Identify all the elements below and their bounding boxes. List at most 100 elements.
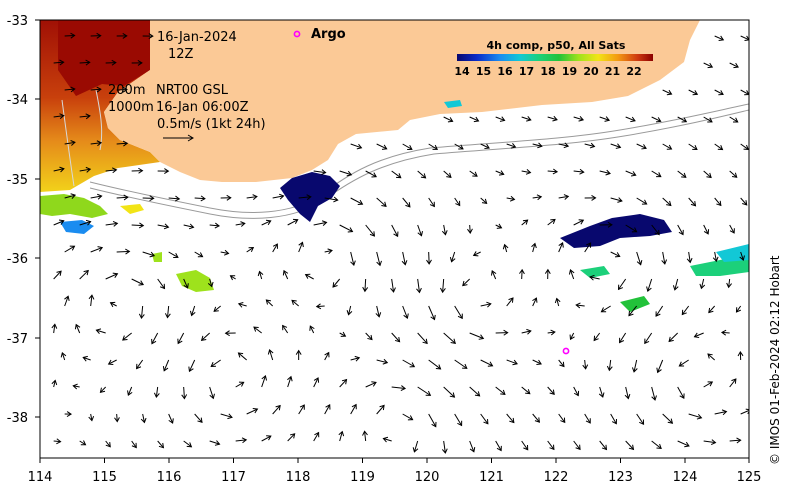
current-vector-head bbox=[60, 351, 67, 358]
current-vector bbox=[573, 116, 584, 121]
current-vector-head bbox=[486, 301, 492, 308]
current-vector-head bbox=[58, 219, 65, 225]
current-vector-head bbox=[51, 379, 58, 386]
current-vector bbox=[246, 247, 254, 253]
current-vector-head bbox=[207, 281, 214, 288]
current-vector bbox=[625, 116, 636, 122]
current-vector bbox=[740, 143, 749, 150]
current-vector-head bbox=[532, 297, 538, 303]
current-vector bbox=[157, 224, 169, 228]
current-vector bbox=[677, 440, 690, 447]
current-vector-head bbox=[97, 193, 103, 200]
current-vector-head bbox=[138, 313, 145, 320]
current-vector-head bbox=[340, 331, 347, 337]
current-vector bbox=[417, 278, 420, 293]
current-vector-head bbox=[267, 349, 274, 355]
current-vector bbox=[265, 299, 274, 307]
current-vector-head bbox=[367, 334, 373, 341]
current-vector bbox=[376, 359, 388, 364]
current-vector bbox=[573, 440, 581, 450]
current-vector-head bbox=[679, 393, 685, 399]
current-vector bbox=[428, 413, 437, 427]
current-vector-head bbox=[429, 201, 435, 208]
current-vector bbox=[209, 440, 220, 445]
current-vector-head bbox=[736, 437, 742, 444]
current-vector bbox=[188, 359, 196, 372]
current-vector-head bbox=[666, 144, 673, 150]
current-vector-head bbox=[656, 367, 662, 374]
current-vector-head bbox=[696, 413, 703, 420]
current-vector bbox=[473, 251, 481, 256]
current-vector bbox=[618, 278, 627, 290]
current-vector-head bbox=[703, 229, 710, 235]
current-vector-field bbox=[51, 32, 749, 454]
current-vector-head bbox=[131, 442, 137, 449]
current-vector-head bbox=[578, 115, 585, 122]
current-vector bbox=[454, 359, 468, 369]
current-vector bbox=[166, 305, 170, 318]
current-vector-head bbox=[83, 269, 89, 276]
current-vector bbox=[313, 432, 320, 442]
current-vector bbox=[210, 359, 221, 367]
current-vector-head bbox=[631, 227, 638, 233]
current-vector-head bbox=[536, 194, 543, 201]
current-vector-head bbox=[223, 249, 230, 256]
current-vector bbox=[365, 381, 377, 388]
sst-cold-eddy-east bbox=[560, 214, 672, 248]
current-vector-head bbox=[109, 301, 116, 308]
current-vector-head bbox=[531, 242, 537, 249]
sst-yellow-spot bbox=[120, 204, 144, 214]
current-vector bbox=[647, 278, 653, 292]
contour-west bbox=[61, 89, 103, 187]
current-vector-head bbox=[655, 117, 662, 123]
current-vector bbox=[454, 197, 461, 206]
current-vector bbox=[454, 143, 464, 150]
current-vector bbox=[662, 251, 666, 265]
current-vector bbox=[283, 270, 289, 280]
current-vector bbox=[238, 352, 247, 361]
current-vector bbox=[402, 143, 413, 150]
current-vector-head bbox=[693, 332, 700, 339]
current-vector bbox=[272, 243, 278, 253]
contour-200m-label: 200m bbox=[108, 83, 145, 98]
current-vector-head bbox=[735, 307, 742, 313]
current-vector-head bbox=[558, 241, 564, 248]
current-vector bbox=[64, 194, 76, 199]
current-vector-head bbox=[708, 307, 714, 314]
current-vector bbox=[443, 386, 455, 398]
argo-float-marker[interactable] bbox=[562, 347, 570, 355]
current-vector bbox=[230, 275, 236, 280]
lon-tick-label: 116 bbox=[157, 470, 182, 485]
plot-frame bbox=[39, 19, 750, 459]
current-vector-head bbox=[426, 259, 432, 265]
current-vector bbox=[383, 437, 392, 442]
credit-label: © IMOS 01-Feb-2024 02:12 Hobart bbox=[768, 255, 782, 465]
current-vector bbox=[391, 170, 402, 179]
current-vector-head bbox=[692, 144, 698, 151]
current-vector bbox=[364, 431, 367, 442]
current-vector-head bbox=[712, 256, 719, 263]
current-vector bbox=[547, 331, 555, 334]
current-vector bbox=[324, 197, 338, 201]
current-vector bbox=[105, 222, 118, 226]
current-vector bbox=[728, 278, 731, 288]
current-vector-head bbox=[122, 335, 128, 341]
current-vector-head bbox=[579, 168, 585, 175]
current-vector bbox=[348, 305, 352, 315]
current-vector-head bbox=[66, 411, 73, 417]
current-vector bbox=[688, 143, 698, 150]
current-vector bbox=[506, 197, 515, 200]
current-vector bbox=[608, 359, 612, 371]
current-vector-head bbox=[560, 417, 566, 424]
current-vector bbox=[291, 299, 299, 307]
current-vector-head bbox=[628, 444, 635, 451]
scale-vector-label: 0.5m/s (1kt 24h) bbox=[157, 117, 266, 132]
current-vector-head bbox=[563, 194, 570, 200]
current-vector bbox=[442, 278, 445, 293]
lon-tick-label: 118 bbox=[286, 470, 311, 485]
current-vector bbox=[694, 332, 704, 338]
current-vector bbox=[79, 270, 89, 280]
current-vector bbox=[339, 431, 343, 442]
current-vector-head bbox=[85, 219, 92, 226]
current-vector-head bbox=[526, 116, 532, 122]
